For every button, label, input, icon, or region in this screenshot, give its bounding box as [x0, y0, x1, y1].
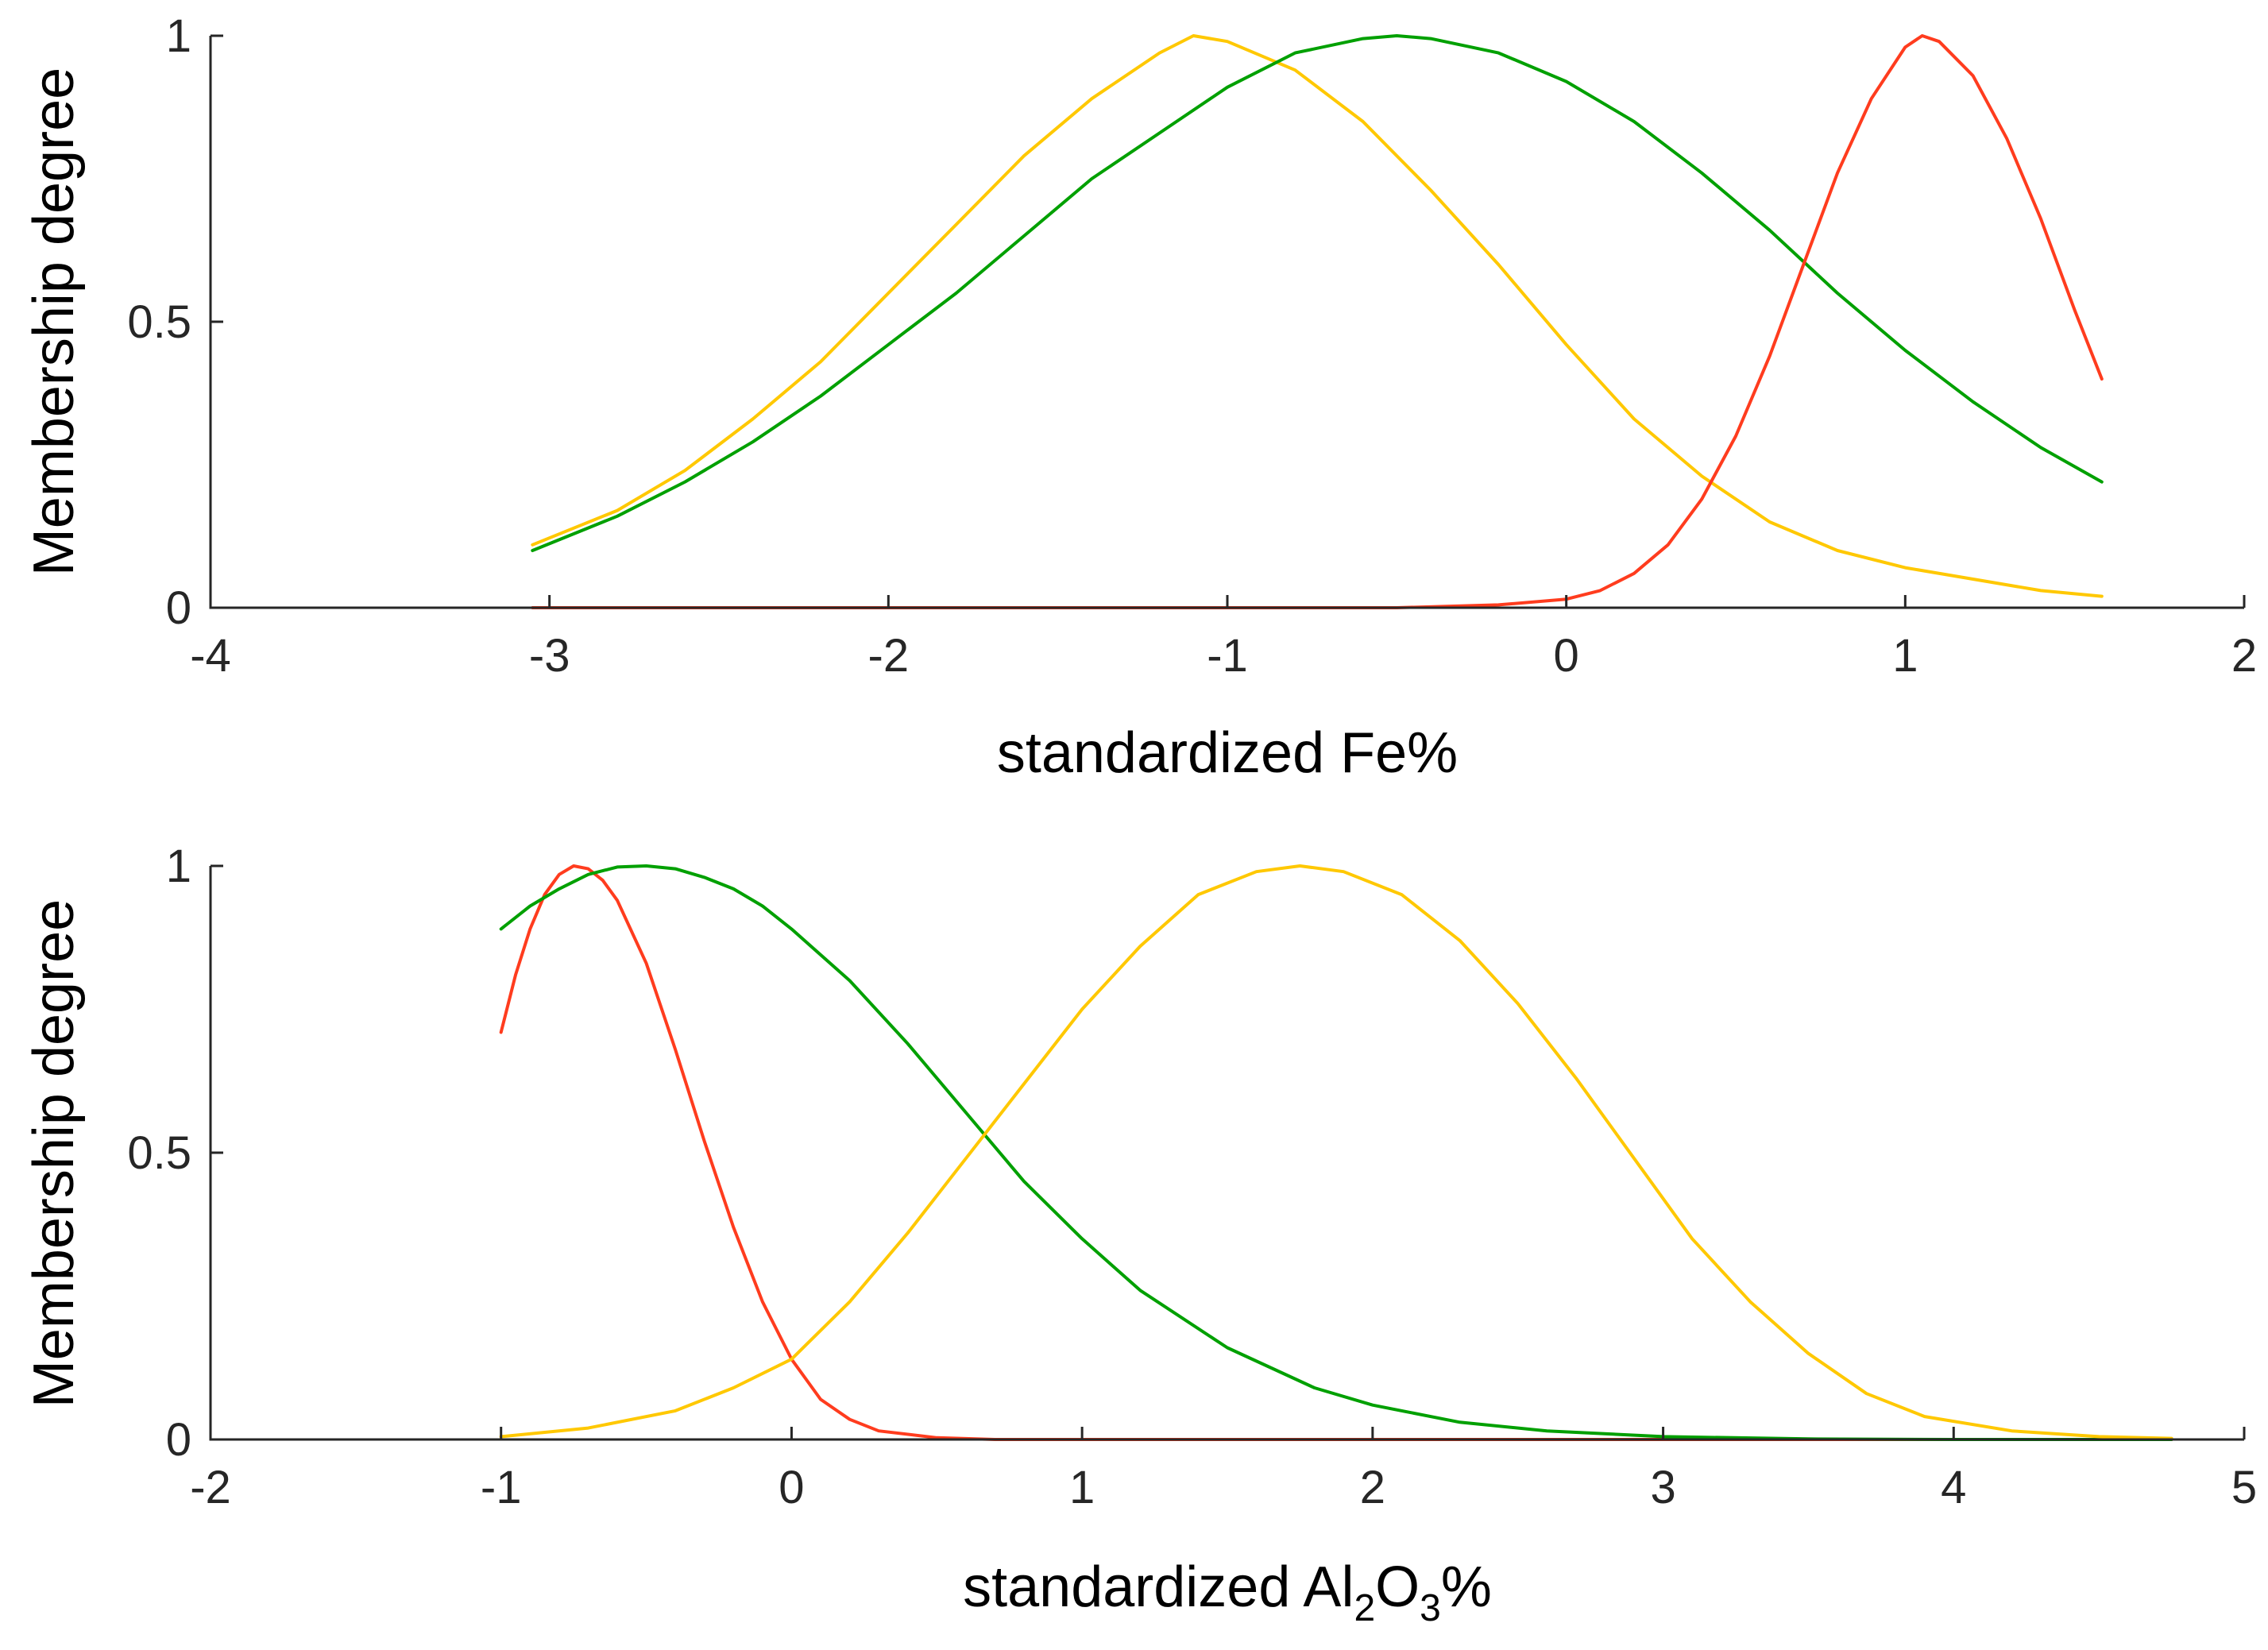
- x-tick-label: 0: [1554, 630, 1579, 682]
- plot-area-al2o3: [499, 864, 2173, 1441]
- series-line-fe-3: [531, 34, 2104, 609]
- series-line-fe-2: [531, 34, 2104, 552]
- ticks-al2o3: -2 -1 0 1 2 3 4 5 0 0.5 1: [127, 840, 2257, 1513]
- plot-area-fe: [531, 34, 2104, 609]
- axes-box-al2o3: [209, 866, 2244, 1441]
- x-tick-label: -1: [1207, 630, 1248, 682]
- x-axis-label-al2o3: standardized Al2O3%: [963, 1555, 1492, 1629]
- y-axis-label-al2o3: Membership degree: [22, 899, 86, 1408]
- y-tick-label: 0: [166, 582, 191, 634]
- series-line-al2o3-1: [499, 864, 2173, 1441]
- y-tick-label: 0.5: [127, 296, 191, 348]
- x-tick-label: -4: [190, 630, 231, 682]
- x-tick-label: 5: [2231, 1462, 2257, 1513]
- x-tick-label: 3: [1650, 1462, 1675, 1513]
- x-tick-label: 1: [1069, 1462, 1095, 1513]
- series-line-al2o3-2: [499, 864, 2173, 1441]
- y-tick-label: 1: [166, 840, 191, 892]
- x-tick-label: 1: [1892, 630, 1918, 682]
- x-tick-label: -2: [190, 1462, 231, 1513]
- series-line-al2o3-3: [499, 864, 2173, 1440]
- ticks-fe: -4 -3 -2 -1 0 1 2 0 0.5 1: [127, 10, 2257, 682]
- axes-box-fe: [209, 36, 2244, 609]
- y-axis-label-fe: Membership degree: [22, 68, 86, 576]
- x-axis-label-fe: standardized Fe%: [997, 721, 1458, 785]
- chart-fe: -4 -3 -2 -1 0 1 2 0 0.5 1 standardized Fe% Member…: [22, 10, 2257, 785]
- y-tick-label: 0: [166, 1414, 191, 1466]
- x-tick-label: -1: [481, 1462, 522, 1513]
- x-tick-label: -2: [868, 630, 910, 682]
- y-tick-label: 0.5: [127, 1127, 191, 1179]
- x-tick-label: 0: [779, 1462, 804, 1513]
- x-tick-label: -3: [529, 630, 570, 682]
- series-line-fe-1: [531, 34, 2104, 598]
- chart-al2o3: -2 -1 0 1 2 3 4 5 0 0.5 1 standardized Al2O3% Memb…: [22, 840, 2257, 1629]
- y-tick-label: 1: [166, 10, 191, 62]
- x-tick-label: 2: [2231, 630, 2257, 682]
- x-tick-label: 4: [1941, 1462, 1966, 1513]
- x-tick-label: 2: [1360, 1462, 1385, 1513]
